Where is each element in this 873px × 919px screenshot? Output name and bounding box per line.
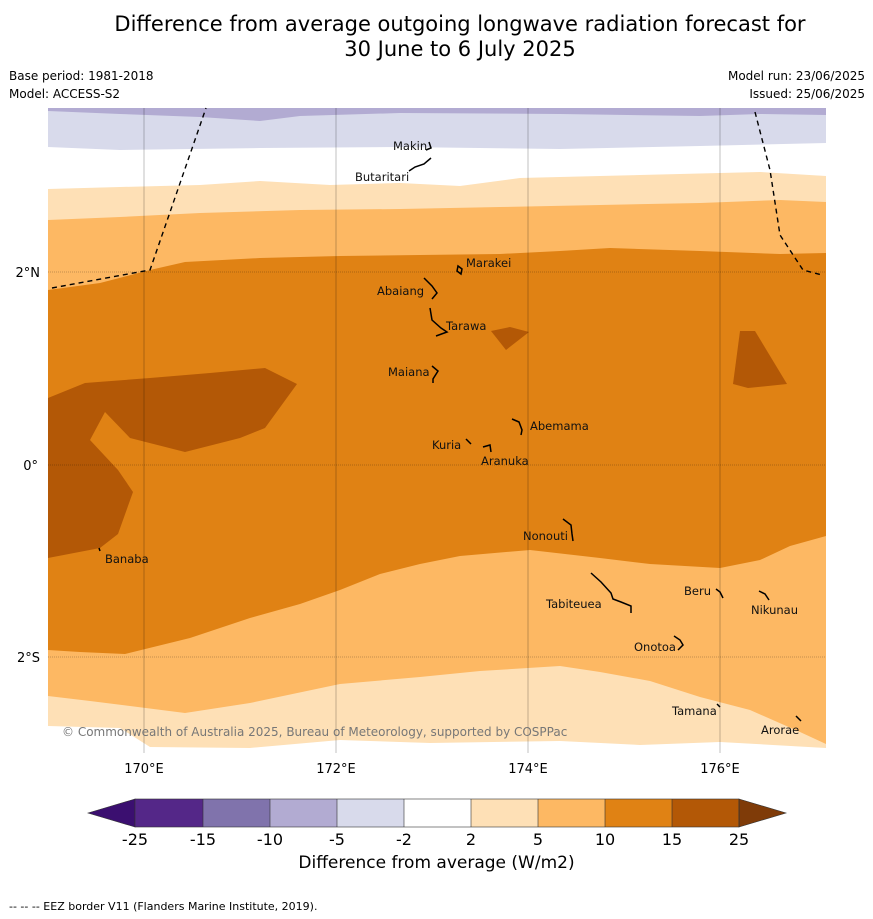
place-label: Onotoa <box>634 640 676 654</box>
colorbar-tick: -25 <box>122 830 148 849</box>
island-beru <box>715 588 724 599</box>
place-label: Tamana <box>671 704 717 718</box>
colorbar-segment <box>672 799 739 827</box>
island-banaba <box>98 547 101 552</box>
colorbar-segment <box>605 799 672 827</box>
island-tarawa <box>429 307 449 337</box>
colorbar-min-arrow <box>86 798 136 828</box>
copyright-notice: © Commonwealth of Australia 2025, Bureau… <box>62 725 567 739</box>
band-15-to-25-east <box>733 331 787 388</box>
place-label: Makin <box>393 139 427 153</box>
latitude-labels: 2°N 0° 2°S <box>16 266 41 666</box>
colorbar-label: Difference from average (W/m2) <box>298 853 575 873</box>
colorbar-segment <box>538 799 605 827</box>
island-onotoa <box>673 635 684 651</box>
model-name: Model: ACCESS-S2 <box>9 87 121 101</box>
place-label: Abemama <box>530 419 589 433</box>
place-labels: Makin Butaritari Marakei Abaiang Tarawa … <box>105 139 799 737</box>
island-abemama <box>511 418 523 436</box>
colorbar-tick: 10 <box>595 830 615 849</box>
colorbar-tick: 5 <box>533 830 543 849</box>
place-label: Maiana <box>388 365 430 379</box>
band-15-to-25-tarawa <box>491 327 529 350</box>
lat-label-0: 0° <box>23 459 38 474</box>
colorbar-tick: -15 <box>190 830 216 849</box>
place-label: Marakei <box>466 256 511 270</box>
lon-label-174e: 174°E <box>508 762 548 777</box>
place-label: Nikunau <box>751 603 798 617</box>
colorbar-tick: 2 <box>466 830 476 849</box>
colorbar-segment <box>135 799 203 827</box>
place-label: Arorae <box>761 723 799 737</box>
place-label: Beru <box>684 584 711 598</box>
eez-border-west <box>51 107 207 289</box>
place-label: Nonouti <box>523 529 568 543</box>
colorbar-tick: 15 <box>662 830 682 849</box>
island-arorae <box>795 715 802 722</box>
model-run: Model run: 23/06/2025 <box>727 69 865 83</box>
colorbar: -25 -15 -10 -5 -2 2 5 10 15 25 <box>86 798 788 849</box>
colorbar-tick: 25 <box>729 830 749 849</box>
lon-label-172e: 172°E <box>316 762 356 777</box>
lat-label-2s: 2°S <box>17 651 40 666</box>
lat-label-2n: 2°N <box>16 266 41 281</box>
island-butaritari <box>408 157 432 172</box>
island-marakei <box>456 264 463 276</box>
chart-title: Difference from average outgoing longwav… <box>0 12 873 62</box>
base-period: Base period: 1981-2018 <box>9 69 154 83</box>
colorbar-ticks: -25 -15 -10 -5 -2 2 5 10 15 25 <box>122 830 749 849</box>
colorbar-segment <box>203 799 270 827</box>
place-label: Tabiteuea <box>545 597 602 611</box>
island-abaiang <box>423 277 438 300</box>
islands <box>98 141 802 722</box>
island-maiana <box>431 365 439 383</box>
lon-label-176e: 176°E <box>700 762 740 777</box>
eez-border-east <box>754 111 823 276</box>
band-10-to-15 <box>48 248 826 654</box>
colorbar-tick: -10 <box>257 830 283 849</box>
colorbar-segment <box>471 799 538 827</box>
anomaly-field <box>48 108 826 753</box>
island-tamana <box>716 703 721 708</box>
colorbar-segment <box>404 799 471 827</box>
title-line-1: Difference from average outgoing longwav… <box>114 12 806 36</box>
place-label: Banaba <box>105 552 149 566</box>
island-nonouti <box>562 518 574 542</box>
colorbar-tick: -5 <box>329 830 345 849</box>
colorbar-segment <box>337 799 404 827</box>
island-nikunau <box>758 590 770 601</box>
band-5-to-10-lower-edge <box>48 666 826 753</box>
island-tabiteuea <box>590 572 632 613</box>
island-kuria <box>465 438 472 445</box>
island-makin <box>425 141 432 151</box>
eez-border <box>51 107 823 289</box>
colorbar-tick: -2 <box>396 830 412 849</box>
band-15-to-25-west <box>48 368 297 558</box>
band-2-to-5-lower-edge <box>48 726 826 753</box>
place-label: Tarawa <box>445 319 486 333</box>
colorbar-dividers <box>202 799 673 827</box>
colorbar-max-arrow <box>738 798 788 828</box>
lon-label-170e: 170°E <box>124 762 164 777</box>
colorbar-outline <box>134 798 740 828</box>
issued-date: Issued: 25/06/2025 <box>749 87 865 101</box>
band-minus10-to-minus5 <box>48 108 826 121</box>
place-label: Kuria <box>432 438 461 452</box>
title-line-2: 30 June to 6 July 2025 <box>344 37 576 61</box>
place-label: Butaritari <box>355 170 409 184</box>
gridlines <box>48 108 826 753</box>
island-aranuka <box>482 444 492 453</box>
longitude-labels: 170°E 172°E 174°E 176°E <box>124 762 740 777</box>
colorbar-segment <box>270 799 337 827</box>
eez-footnote: -- -- -- EEZ border V11 (Flanders Marine… <box>9 900 318 913</box>
place-label: Aranuka <box>481 454 529 468</box>
place-label: Abaiang <box>377 284 424 298</box>
